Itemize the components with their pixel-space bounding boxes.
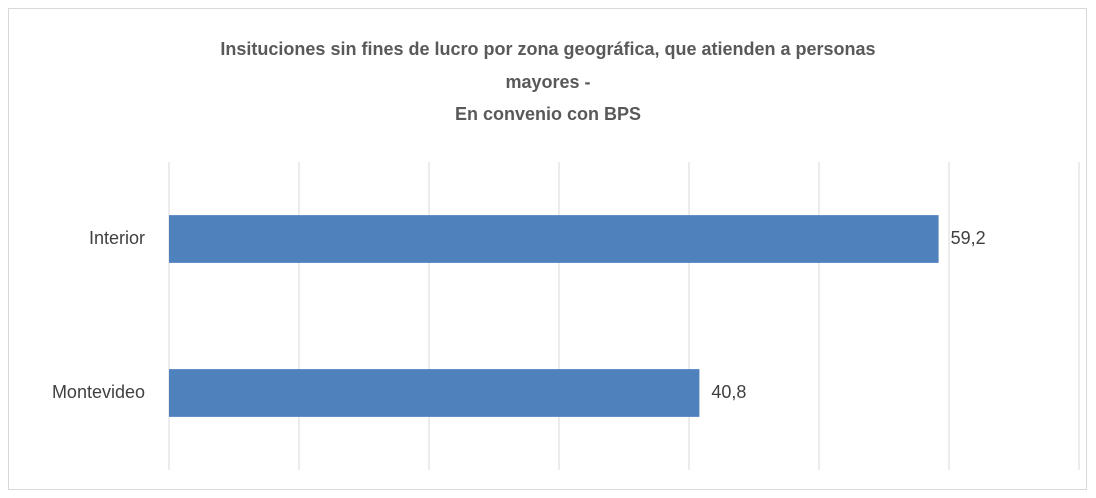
data-label: 59,2: [951, 228, 986, 248]
bar: [169, 369, 700, 417]
chart-title: Insituciones sin fines de lucro por zona…: [220, 39, 875, 59]
data-label: 40,8: [711, 382, 746, 402]
chart-title: En convenio con BPS: [455, 104, 641, 124]
bar: [169, 215, 939, 263]
y-tick-label: Montevideo: [52, 382, 145, 402]
chart-title: mayores -: [505, 72, 590, 92]
y-tick-label: Interior: [89, 228, 145, 248]
